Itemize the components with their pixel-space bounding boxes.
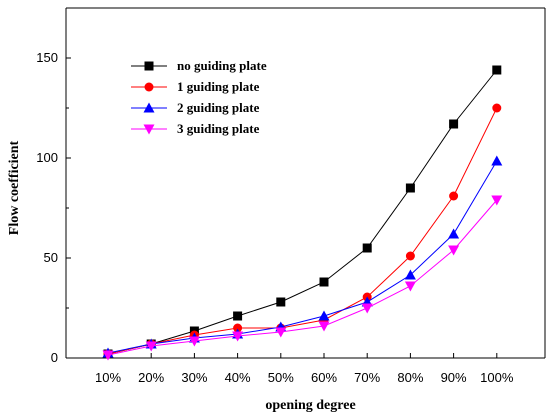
data-point bbox=[449, 119, 459, 129]
x-axis-title: opening degree bbox=[265, 398, 355, 413]
x-tick-label: 10% bbox=[95, 370, 121, 385]
legend-entry-4: 3 guiding plate bbox=[131, 121, 260, 136]
data-point bbox=[232, 331, 244, 342]
data-point bbox=[362, 243, 372, 253]
series-layer bbox=[102, 65, 503, 361]
x-tick-label: 60% bbox=[311, 370, 337, 385]
data-point bbox=[318, 310, 330, 321]
legend-entry-2: 1 guiding plate bbox=[131, 79, 260, 94]
data-point bbox=[361, 303, 373, 314]
data-point bbox=[275, 327, 287, 338]
legend-marker bbox=[143, 124, 155, 135]
data-point bbox=[492, 65, 502, 75]
x-tick-label: 20% bbox=[138, 370, 164, 385]
x-tick-label: 100% bbox=[480, 370, 514, 385]
x-tick-label: 80% bbox=[397, 370, 423, 385]
x-tick-label: 90% bbox=[441, 370, 467, 385]
data-point bbox=[145, 341, 157, 352]
data-point bbox=[448, 245, 460, 256]
data-point bbox=[233, 323, 243, 333]
legend-marker bbox=[144, 61, 154, 71]
data-point bbox=[448, 228, 460, 239]
series-line bbox=[107, 107, 498, 355]
data-point bbox=[233, 311, 243, 321]
legend-marker bbox=[144, 82, 154, 92]
y-tick-label: 150 bbox=[36, 50, 58, 65]
x-tick-label: 50% bbox=[268, 370, 294, 385]
x-tick-label: 40% bbox=[225, 370, 251, 385]
data-point bbox=[188, 336, 200, 347]
legend-label: 1 guiding plate bbox=[177, 79, 260, 94]
x-tick-label: 70% bbox=[354, 370, 380, 385]
data-point bbox=[491, 155, 503, 166]
data-point bbox=[404, 281, 416, 292]
y-axis-title: Flow coefficient bbox=[7, 140, 22, 235]
series-4 bbox=[102, 195, 503, 361]
legend-entry-1: no guiding plate bbox=[131, 58, 267, 73]
series-line bbox=[107, 69, 498, 355]
legend-marker bbox=[143, 102, 155, 113]
axes: 0 50 100 150 10% 20% 30% 40% 50% 60% 70% 80% 90% 100% bbox=[36, 7, 546, 385]
y-tick-label: 50 bbox=[44, 250, 58, 265]
series-line bbox=[107, 199, 498, 356]
data-point bbox=[319, 277, 329, 287]
y-tick-label: 0 bbox=[51, 350, 58, 365]
data-point bbox=[405, 183, 415, 193]
data-point bbox=[318, 321, 330, 332]
data-point bbox=[405, 251, 415, 261]
series-3 bbox=[102, 155, 503, 358]
data-point bbox=[449, 191, 459, 201]
data-point bbox=[276, 297, 286, 307]
x-tick-label: 30% bbox=[181, 370, 207, 385]
data-point bbox=[491, 195, 503, 206]
legend: no guiding plate 1 guiding plate 2 guiding… bbox=[131, 58, 267, 136]
legend-entry-3: 2 guiding plate bbox=[131, 100, 260, 115]
data-point bbox=[102, 350, 114, 361]
data-point bbox=[492, 103, 502, 113]
y-tick-label: 100 bbox=[36, 150, 58, 165]
legend-label: no guiding plate bbox=[177, 58, 267, 73]
data-point bbox=[404, 269, 416, 280]
legend-label: 3 guiding plate bbox=[177, 121, 260, 136]
legend-label: 2 guiding plate bbox=[177, 100, 260, 115]
series-line bbox=[107, 160, 498, 354]
